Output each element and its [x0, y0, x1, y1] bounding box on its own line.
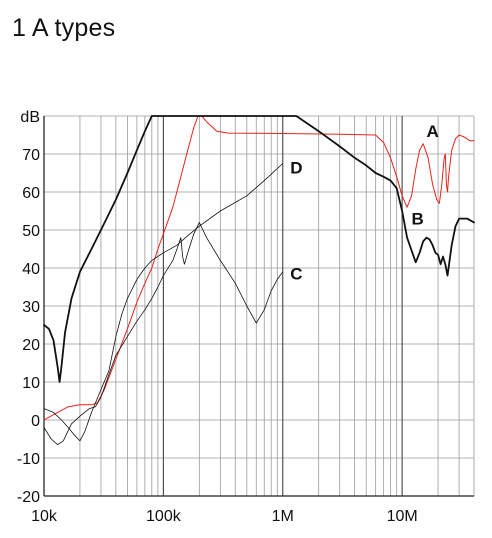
- y-tick-label: -20: [17, 489, 40, 506]
- x-tick-label: 1M: [272, 508, 294, 525]
- series-lines: [43, 115, 475, 446]
- series-labels: A B C D: [290, 122, 439, 284]
- series-label-b: B: [412, 210, 424, 229]
- y-tick-label: 10: [22, 375, 40, 392]
- x-axis-ticks: 10k 100k 1M 10M: [31, 508, 418, 525]
- y-tick-label: dB: [20, 109, 40, 126]
- y-tick-label: -10: [17, 451, 40, 468]
- y-tick-label: 0: [31, 413, 40, 430]
- series-line-a: [43, 115, 475, 421]
- series-label-c: C: [290, 265, 302, 284]
- y-tick-label: 30: [22, 299, 40, 316]
- y-tick-label: 60: [22, 185, 40, 202]
- y-tick-label: 20: [22, 337, 40, 354]
- series-line-c: [43, 222, 284, 446]
- y-axis-ticks: dB 70 60 50 40 30 20 10 0 -10 -20: [17, 109, 40, 506]
- series-line-b: [43, 115, 475, 383]
- y-tick-label: 70: [22, 147, 40, 164]
- y-tick-label: 40: [22, 261, 40, 278]
- plot-frame: [43, 116, 474, 497]
- chart-title: 1 A types: [12, 14, 116, 42]
- x-tick-label: 10M: [387, 508, 418, 525]
- series-label-a: A: [426, 122, 438, 141]
- series-label-d: D: [290, 158, 302, 177]
- y-tick-label: 50: [22, 223, 40, 240]
- grid: [43, 115, 475, 497]
- x-tick-label: 10k: [31, 508, 58, 525]
- series-line-d: [43, 163, 284, 442]
- x-tick-label: 100k: [146, 508, 182, 525]
